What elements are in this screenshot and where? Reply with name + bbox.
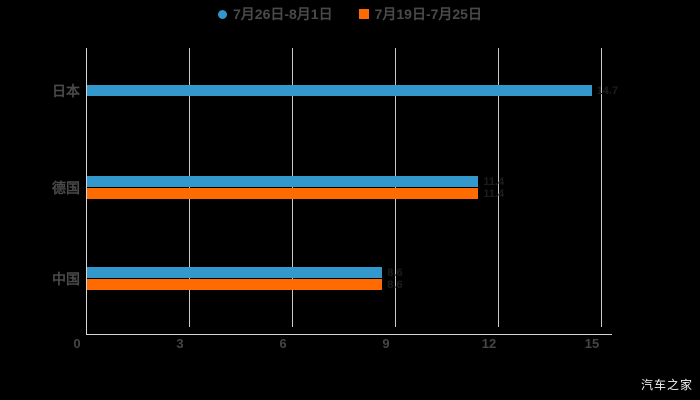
bar-value-label: 8.6: [387, 278, 403, 291]
x-axis-tick-label: 3: [176, 336, 184, 351]
category-label: 德国: [52, 179, 80, 196]
x-axis-line: [86, 334, 612, 335]
x-axis-tick-label: 9: [382, 336, 390, 351]
x-axis-tick-label: 6: [279, 336, 287, 351]
legend-label: 7月26日-8月1日: [233, 6, 333, 22]
bar-日本-circle[interactable]: [87, 85, 592, 96]
bar-中国-circle[interactable]: [87, 267, 383, 278]
bar-德国-circle[interactable]: [87, 176, 479, 187]
legend-item-1[interactable]: 7月19日-7月25日: [358, 4, 482, 24]
category-label: 中国: [52, 270, 80, 287]
bar-value-label: 14.7: [596, 84, 619, 97]
x-axis-tick-label: 0: [73, 336, 81, 351]
gridline: [189, 48, 190, 327]
circle-legend-marker-icon: [218, 9, 227, 19]
bar-中国-square[interactable]: [87, 279, 383, 290]
bar-value-label: 8.6: [387, 266, 403, 279]
legend-item-0[interactable]: 7月26日-8月1日: [218, 4, 333, 24]
bar-德国-square[interactable]: [87, 188, 479, 199]
watermark: 汽车之家: [640, 378, 693, 392]
bar-value-label: 11.4: [483, 187, 505, 200]
legend: 7月26日-8月1日 7月19日-7月25日: [0, 3, 700, 25]
bar-value-label: 11.4: [483, 175, 505, 188]
gridline: [395, 48, 396, 327]
legend-label: 7月19日-7月25日: [374, 6, 482, 22]
x-axis-tick-label: 15: [584, 336, 600, 351]
gridline: [601, 48, 602, 327]
square-legend-marker-icon: [358, 9, 369, 19]
gridline: [498, 48, 499, 327]
category-label: 日本: [52, 82, 80, 99]
gridline: [292, 48, 293, 327]
y-axis-line: [86, 48, 87, 334]
x-axis-tick-label: 12: [481, 336, 497, 351]
